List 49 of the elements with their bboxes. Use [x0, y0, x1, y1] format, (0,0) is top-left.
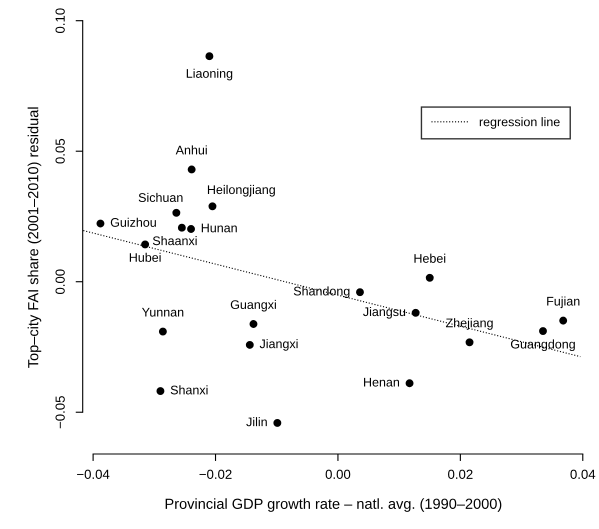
annotation: Liaoning — [186, 68, 232, 80]
annotation: Shanxi — [170, 385, 208, 394]
point — [158, 328, 167, 336]
point — [178, 224, 186, 232]
y-tick-label: 0.05 — [55, 138, 65, 164]
point — [250, 320, 258, 328]
point — [141, 240, 150, 248]
x-tick-label: 0.04 — [570, 470, 596, 479]
annotation: Yunnan — [142, 308, 184, 317]
y-axis-title: Top–city FAI share (2001–2010) residual — [28, 107, 42, 368]
annotation: Jiangxi — [260, 339, 298, 351]
annotation: Henan — [364, 378, 400, 387]
annotation: Fujian — [547, 296, 580, 308]
y-tick-label: 0.10 — [55, 8, 65, 34]
point — [539, 327, 547, 336]
x-axis-title: Provincial GDP growth rate – natl. avg. (1990–2000) — [166, 498, 502, 512]
x-tick-label: 0.02 — [448, 470, 473, 479]
annotation: Hunan — [202, 224, 237, 232]
annotation: Shaanxi — [152, 236, 197, 246]
point — [188, 166, 196, 174]
x-tick-label: −0.02 — [199, 470, 232, 479]
point — [356, 288, 364, 296]
point — [156, 387, 164, 396]
point — [412, 308, 420, 317]
annotation: Guangxi — [230, 300, 276, 312]
point — [406, 379, 414, 388]
point — [96, 220, 104, 228]
point — [208, 202, 216, 210]
point — [273, 418, 282, 427]
annotation: Anhui — [176, 145, 207, 155]
point — [205, 52, 214, 60]
annotation: Jilin — [246, 417, 267, 426]
point — [246, 340, 254, 349]
point — [559, 316, 568, 325]
annotation: Sichuan — [138, 192, 182, 202]
y-tick-label: 0.00 — [55, 269, 65, 294]
legend-label: regression line — [480, 117, 560, 129]
point — [172, 208, 180, 217]
point — [426, 274, 434, 282]
annotation: Hebei — [414, 254, 446, 263]
point — [466, 338, 474, 346]
point — [187, 225, 195, 233]
annotation: Guizhou — [110, 218, 156, 227]
annotation: Heilongjiang — [208, 184, 275, 197]
y-tick-label: −0.05 — [55, 396, 65, 428]
x-tick-label: −0.04 — [77, 470, 110, 479]
annotation: Jiangsu — [363, 306, 406, 319]
x-tick-label: 0.00 — [326, 470, 350, 479]
annotation: Hubei — [130, 252, 161, 262]
